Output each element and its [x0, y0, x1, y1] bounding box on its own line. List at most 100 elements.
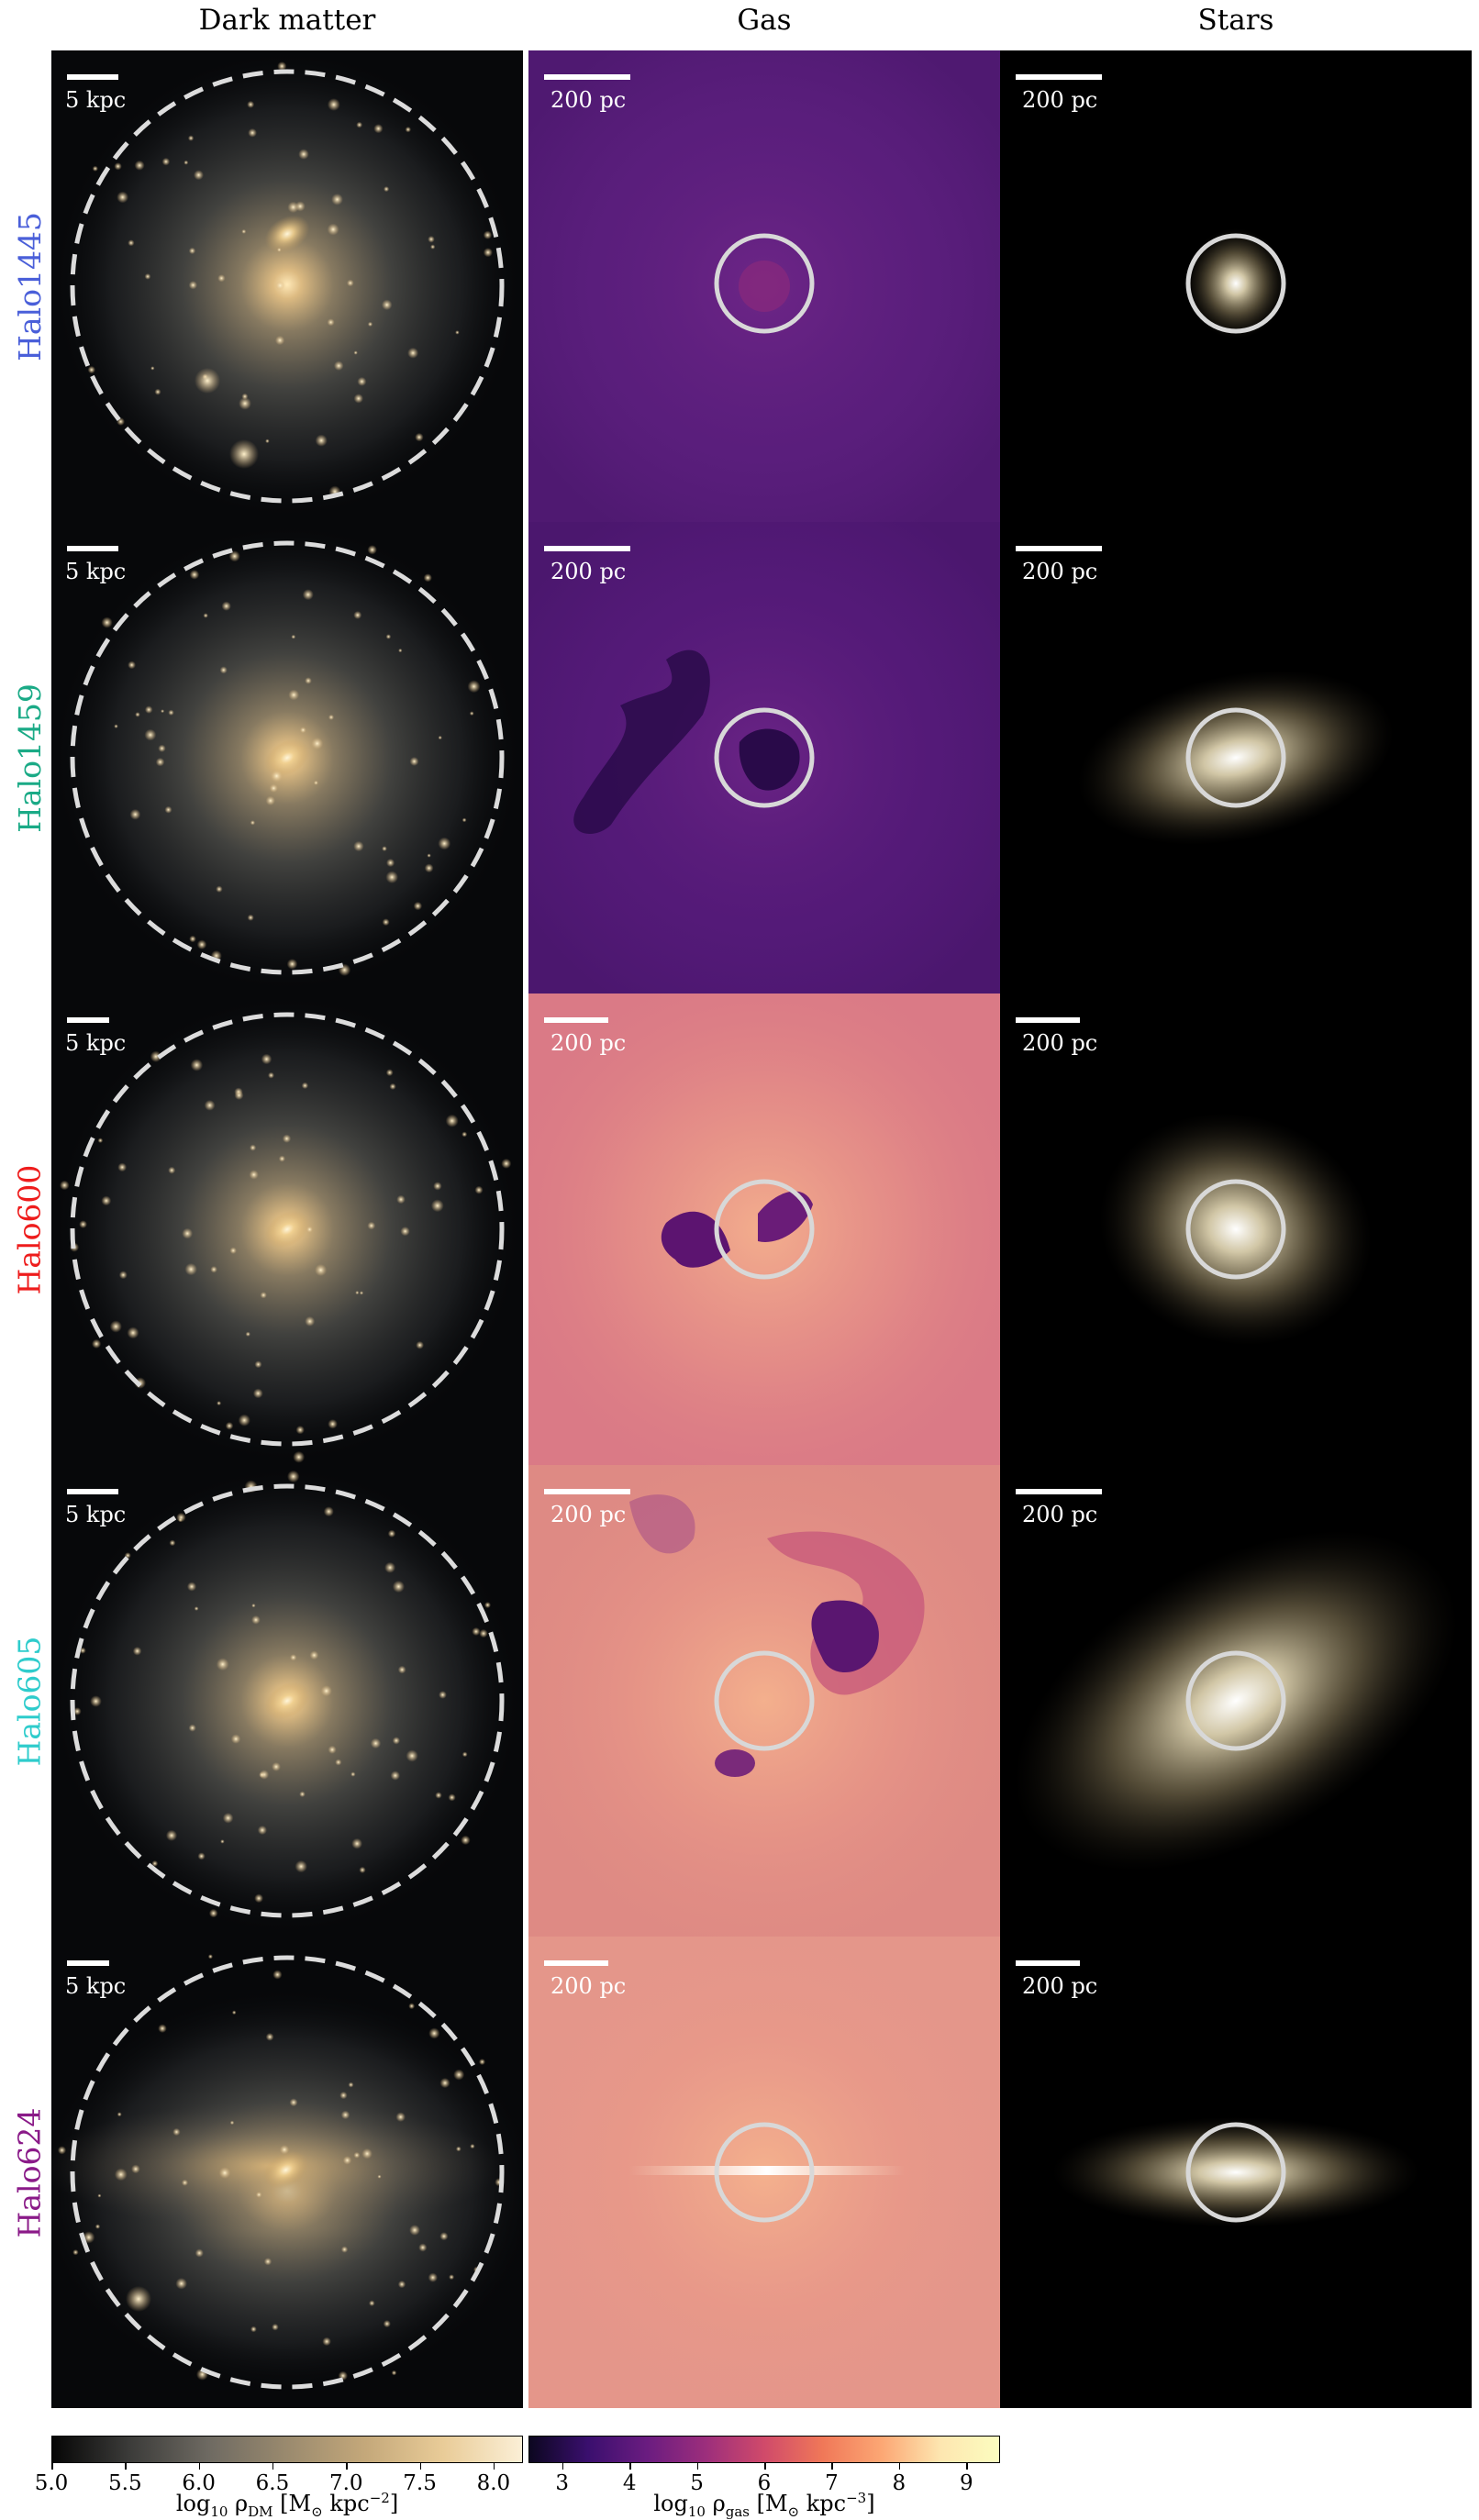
dm-subhalo: [353, 840, 364, 852]
gas-shell: [767, 1531, 925, 1695]
dm-subhalo: [299, 1791, 306, 1798]
dm-subhalo: [161, 709, 165, 714]
stellar-light: [1014, 1530, 1458, 1871]
dm-subhalo: [250, 1144, 257, 1151]
dm-subhalo: [291, 634, 296, 639]
colorbar-label-part: ⊙: [311, 2503, 323, 2520]
dm-subhalo: [255, 2192, 262, 2198]
dm-core: [264, 215, 310, 253]
dm-subhalo: [182, 1227, 194, 1239]
dm-subhalo: [370, 1737, 382, 1749]
colorbar-tick-label: 9: [959, 2471, 973, 2495]
dm-subhalo: [340, 2110, 350, 2120]
colorbar-label-part: [M: [272, 2491, 312, 2516]
dm-subhalo: [428, 236, 435, 243]
dm-subhalo: [293, 1450, 306, 1463]
dm-subhalo: [438, 837, 451, 850]
dm-subhalo: [144, 273, 151, 280]
dm-subhalo: [382, 918, 390, 927]
stellar-light: [1052, 2117, 1419, 2227]
dm-subhalo: [72, 1707, 82, 1715]
gas-colorbar: [528, 2436, 1000, 2463]
dm-subhalo: [158, 744, 166, 752]
dm-subhalo: [239, 396, 251, 410]
panel-stars: 200 pc: [1000, 1465, 1472, 1937]
dm-subhalo: [427, 853, 431, 858]
dm-subhalo: [295, 1426, 305, 1435]
panel-dm: 5 kpc: [51, 994, 523, 1465]
dm-subhalo: [60, 1180, 70, 1191]
dm-subhalo: [390, 1771, 400, 1781]
dm-subhalo: [367, 321, 373, 327]
dm-subhalo: [217, 274, 226, 283]
colorbar-tick-label: 7: [825, 2471, 839, 2495]
aperture-circle: [714, 2122, 815, 2223]
colorbar-label-part: −2: [369, 2490, 390, 2506]
dark-matter-colorbar: [51, 2436, 523, 2463]
dm-subhalo: [195, 368, 220, 394]
dm-subhalo: [353, 394, 363, 404]
dm-subhalo: [117, 191, 128, 204]
dm-subhalo: [154, 388, 161, 395]
dm-subhalo: [355, 1291, 360, 1295]
dm-subhalo: [57, 2146, 67, 2155]
dm-subhalo: [400, 1227, 410, 1237]
colorbar-tick: [346, 2463, 348, 2470]
dm-subhalo: [381, 299, 393, 311]
dm-subhalo: [247, 100, 255, 108]
dm-subhalo: [484, 1602, 491, 1609]
dm-subhalo: [275, 281, 285, 291]
dm-subhalo: [353, 2151, 361, 2159]
dm-subhalo: [472, 1626, 481, 1637]
dm-subhalo: [315, 434, 328, 447]
dm-subhalo: [194, 170, 204, 181]
dm-subhalo: [241, 228, 247, 234]
dm-subhalo: [279, 2145, 290, 2155]
dm-subhalo: [117, 1162, 128, 1172]
panel-gas: 200 pc: [528, 994, 1000, 1465]
stellar-light: [1099, 1113, 1373, 1346]
dm-subhalo: [331, 194, 343, 205]
dm-subhalo: [217, 1401, 222, 1406]
dm-subhalo: [328, 1419, 338, 1429]
halo-name: Halo605: [11, 1636, 48, 1766]
dm-subhalo: [265, 2033, 274, 2041]
halo-name: Halo624: [11, 2107, 48, 2237]
dm-subhalo: [248, 128, 257, 138]
colorbar-tick: [966, 2463, 968, 2470]
colorbar-tick: [629, 2463, 631, 2470]
dm-subhalo: [430, 1199, 444, 1213]
virial-radius-circle: [70, 1012, 505, 1447]
dm-subhalo: [114, 2168, 128, 2181]
aperture-circle: [1185, 707, 1286, 808]
dm-subhalo: [234, 1091, 244, 1100]
dm-subhalo: [391, 2370, 397, 2376]
dm-subhalo: [461, 1835, 471, 1846]
dm-subhalo: [309, 1650, 319, 1660]
dm-subhalo: [461, 1131, 468, 1138]
dm-subhalo: [265, 439, 270, 444]
dm-subhalo: [397, 1665, 406, 1674]
dm-subhalo: [439, 2078, 450, 2089]
dm-subhalo: [222, 1813, 234, 1824]
colorbar-tick-label: 5: [690, 2471, 704, 2495]
dm-subhalo: [423, 573, 432, 583]
dm-subhalo: [389, 1082, 396, 1090]
dm-subhalo: [384, 1561, 396, 1573]
dm-subhalo: [315, 1263, 328, 1277]
dm-subhalo: [328, 714, 335, 720]
dm-subhalo: [172, 2127, 181, 2137]
row-label: Halo1445: [7, 50, 51, 522]
dm-subhalo: [151, 1860, 159, 1867]
dm-subhalo: [346, 279, 354, 287]
dm-subhalo: [383, 2320, 391, 2328]
panel-stars: 200 pc: [1000, 522, 1472, 994]
dm-subhalo: [382, 846, 387, 851]
dm-subhalo: [229, 439, 259, 469]
dm-subhalo: [407, 347, 419, 359]
dm-subhalo: [197, 1852, 206, 1860]
colorbar-label-part: ρ: [705, 2491, 726, 2516]
colorbar-label-part: ρ: [228, 2491, 249, 2516]
colorbar-label-part: 10: [687, 2503, 706, 2520]
